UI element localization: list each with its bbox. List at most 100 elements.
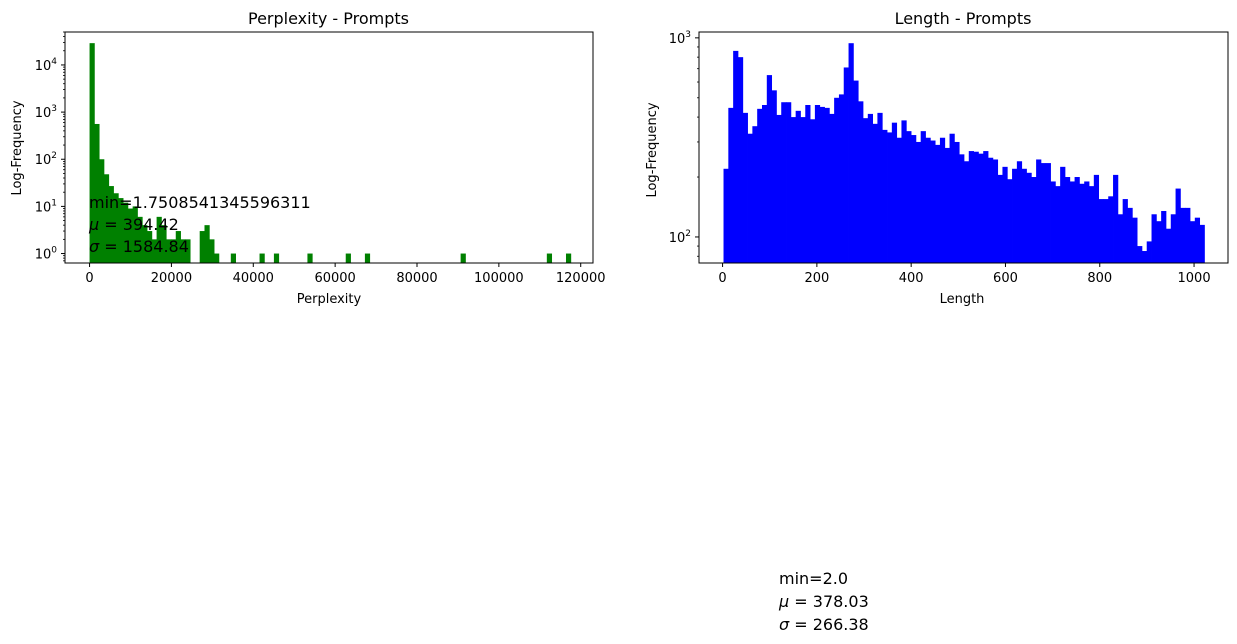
length-bar	[843, 67, 849, 263]
length-bar	[944, 147, 950, 263]
length-bar	[757, 108, 763, 263]
length-plot-frame	[698, 31, 1229, 264]
length-bar	[1074, 177, 1080, 263]
length-mean-value: = 378.03	[789, 592, 869, 611]
length-bar	[1156, 221, 1162, 263]
length-bar	[1079, 183, 1085, 263]
perplexity-chart-title: Perplexity - Prompts	[248, 9, 409, 28]
length-bar	[838, 94, 845, 264]
perplexity-bar	[137, 216, 143, 263]
length-bar	[1113, 174, 1119, 263]
length-bar	[915, 141, 922, 263]
perplexity-bar	[113, 193, 119, 263]
length-x-tick-label: 600	[993, 271, 1018, 286]
length-bar	[761, 105, 768, 263]
length-bar	[1137, 246, 1143, 263]
perplexity-bar	[156, 216, 162, 263]
length-bar	[1098, 199, 1104, 263]
length-bar	[790, 117, 797, 263]
length-bar	[848, 43, 854, 264]
length-bar	[723, 168, 729, 263]
length-bars	[723, 43, 1205, 264]
perplexity-y-tick-exponent: 4	[51, 57, 57, 67]
length-bar	[810, 119, 816, 264]
length-y-tick-exponent: 3	[685, 30, 691, 40]
perplexity-bars	[89, 43, 572, 264]
length-bar	[1069, 181, 1075, 263]
perplexity-bar	[307, 253, 313, 263]
length-std-value: = 266.38	[789, 615, 869, 634]
length-bar	[1055, 186, 1061, 263]
perplexity-bar	[142, 225, 148, 263]
length-bar	[1132, 217, 1138, 263]
perplexity-bar	[99, 159, 105, 263]
perplexity-bar	[127, 208, 134, 263]
length-bar	[814, 105, 821, 263]
length-x-tick-label: 200	[804, 271, 829, 286]
length-bar	[1007, 179, 1013, 263]
length-x-tick-label: 0	[718, 271, 726, 286]
length-bar	[781, 102, 787, 263]
length-bar	[853, 80, 859, 263]
length-bar	[1185, 207, 1191, 263]
perplexity-bar	[546, 253, 553, 263]
length-bar	[954, 141, 960, 263]
perplexity-std-symbol: σ	[89, 237, 100, 256]
length-x-ticks: 0 200 400 600 800 1000	[718, 263, 1211, 286]
length-bar	[1084, 181, 1090, 263]
length-bar	[935, 144, 941, 263]
perplexity-x-tick-label: 0	[85, 271, 93, 286]
length-bar	[988, 157, 994, 263]
length-bar	[862, 118, 869, 263]
perplexity-bar	[180, 239, 186, 263]
perplexity-bar	[460, 253, 466, 263]
length-bar	[805, 105, 811, 263]
length-bar	[742, 112, 748, 264]
length-bar	[877, 112, 883, 264]
perplexity-x-ticks: 0 20000 40000 60000 80000 100000 120000	[85, 263, 606, 286]
length-bar	[968, 151, 974, 263]
length-bar	[776, 114, 782, 263]
perplexity-histogram: Perplexity - Prompts 0 20000 40000 60000 800…	[10, 9, 606, 307]
length-bar	[752, 126, 758, 263]
length-bar	[824, 107, 830, 264]
length-bar	[766, 75, 773, 263]
perplexity-bar	[118, 198, 124, 263]
length-bar	[1190, 221, 1196, 263]
length-min-stat: min=2.0	[779, 569, 848, 588]
length-bar	[1175, 188, 1181, 263]
length-bar	[920, 131, 926, 263]
length-bar	[973, 151, 979, 263]
length-bar	[939, 137, 946, 263]
perplexity-bar	[89, 43, 95, 264]
perplexity-bar	[161, 225, 167, 263]
length-bar	[1165, 228, 1172, 263]
length-bar	[1141, 251, 1148, 263]
length-bar	[1103, 199, 1109, 263]
length-bar	[1146, 241, 1152, 263]
length-y-tick-exponent: 2	[685, 229, 691, 239]
perplexity-bar	[199, 231, 205, 263]
length-bar	[1199, 224, 1205, 263]
perplexity-bar	[170, 239, 177, 263]
perplexity-bar	[345, 253, 351, 263]
perplexity-bar	[364, 253, 371, 263]
length-stats-text: min=2.0 μ = 378.03 σ = 266.38	[778, 569, 869, 634]
length-bar	[1093, 174, 1100, 263]
perplexity-y-tick-exponent: 3	[51, 104, 57, 114]
perplexity-bar	[175, 231, 181, 263]
perplexity-x-tick-label: 40000	[233, 271, 274, 286]
length-bar	[1031, 177, 1037, 263]
length-bar	[997, 174, 1003, 263]
perplexity-bar	[565, 253, 572, 263]
perplexity-mean-stat: μ = 394.42	[88, 215, 179, 234]
length-bar	[925, 137, 931, 263]
length-bar	[733, 50, 739, 263]
perplexity-min-stat: min=1.7508541345596311	[89, 193, 311, 212]
length-std-stat: σ = 266.38	[779, 615, 869, 634]
length-bar	[819, 106, 825, 264]
length-mean-symbol: μ	[778, 592, 789, 611]
length-bar	[1012, 168, 1018, 263]
length-bar	[983, 151, 989, 263]
length-bar	[1036, 159, 1042, 263]
